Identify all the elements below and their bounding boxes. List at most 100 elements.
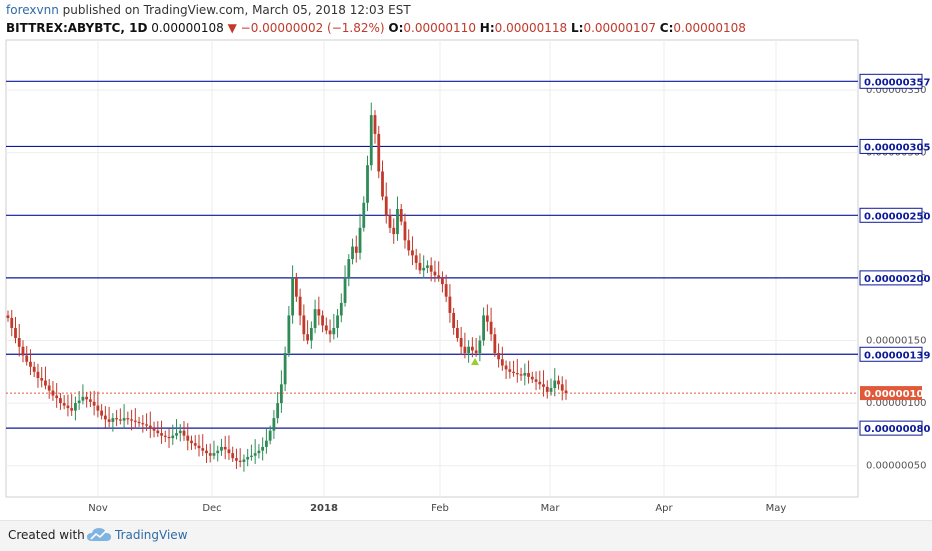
candle [235,448,238,469]
candle [467,340,471,363]
candle [553,368,557,397]
price-chart[interactable]: 0.00000050 0.00000100 0.00000150 0.00000200… [0,0,932,520]
candle [208,443,212,463]
horizontal-levels: 0.00000357 0.00000305 0.00000250 0.00000200… [6,73,930,436]
candle [377,125,381,179]
candle [302,304,306,341]
candle [148,411,152,438]
candle [283,346,287,392]
candle [6,310,10,322]
candle [455,319,459,342]
x-tick-label: Nov [88,503,108,514]
tradingview-cloud-icon[interactable] [86,527,112,547]
candle [88,391,92,408]
level-label: 0.00000250 [864,211,930,222]
published-text: published on TradingView.com, March 05, … [62,3,411,17]
candle [422,255,426,279]
level-label-box [859,138,923,154]
candle [265,428,268,454]
candle [66,394,70,417]
candle [152,421,156,438]
candle [497,343,500,368]
candle [205,444,208,463]
candle [470,337,474,358]
current-price-box [860,386,922,401]
high-label: H: [479,21,495,35]
level-label: 0.00000080 [864,424,930,435]
candle [545,380,549,399]
candle [336,308,339,338]
footer-bar: Created with TradingView [0,520,932,551]
candle [426,260,429,274]
high-value: 0.00000118 [494,21,568,35]
candle [538,370,542,390]
level-label-box [859,420,923,436]
time-axis[interactable]: Nov Dec 2018 Feb Mar Apr May [88,503,786,514]
candle [115,410,119,427]
candle [201,434,205,456]
candle [190,435,193,450]
candle [186,423,190,451]
candle [175,419,178,440]
candle [512,360,515,377]
candle [343,265,347,307]
candle [414,248,418,270]
candle [542,370,545,397]
candle [126,411,130,425]
candle [118,408,122,425]
candle [493,327,497,357]
candle [55,383,59,408]
tradingview-link[interactable]: TradingView [115,528,188,542]
candle [107,406,111,428]
candle [96,391,100,418]
level-label: 0.00000357 [864,77,930,88]
candle [197,434,201,457]
candle [437,261,441,282]
candle [294,272,298,302]
candle [433,260,437,283]
ticker-line: BITTREX:ABYBTC, 1D 0.00000108 ▼ −0.00000… [6,21,746,35]
candle [429,257,433,282]
candle [77,391,81,410]
x-tick-label: 2018 [310,503,338,514]
candle [100,404,104,420]
candle [74,396,77,421]
candle [482,307,486,346]
x-tick-label: Mar [541,503,561,514]
candle [257,444,261,459]
candle [392,218,396,244]
candle [527,360,530,384]
open-value: 0.00000110 [403,21,476,35]
last-price: 0.00000108 [151,21,224,35]
candle [309,321,313,349]
candle [347,254,351,287]
candle [452,307,456,335]
x-tick-label: Feb [431,503,449,514]
down-arrow-icon: ▼ [227,21,237,35]
candle [59,393,62,410]
candle [246,448,250,467]
candle [223,435,227,460]
candle [44,366,47,390]
close-label: C: [659,21,674,35]
candle [250,444,253,461]
low-value: 0.00000107 [583,21,656,35]
author-name[interactable]: forexvnn [6,3,59,17]
candle [21,340,25,363]
candle [523,363,527,386]
candle [253,439,257,464]
candle [534,371,538,391]
candle [287,305,291,357]
candle [373,110,377,144]
candle [557,375,560,390]
x-tick-label: Dec [202,503,221,514]
level-label-box [859,73,923,89]
candle [399,204,403,226]
level-label: 0.00000200 [864,274,930,285]
candle [261,437,265,461]
candle [332,313,336,340]
level-label-box [859,346,923,362]
low-label: L: [570,21,584,35]
candle [313,299,317,334]
x-tick-label: Apr [655,503,673,514]
